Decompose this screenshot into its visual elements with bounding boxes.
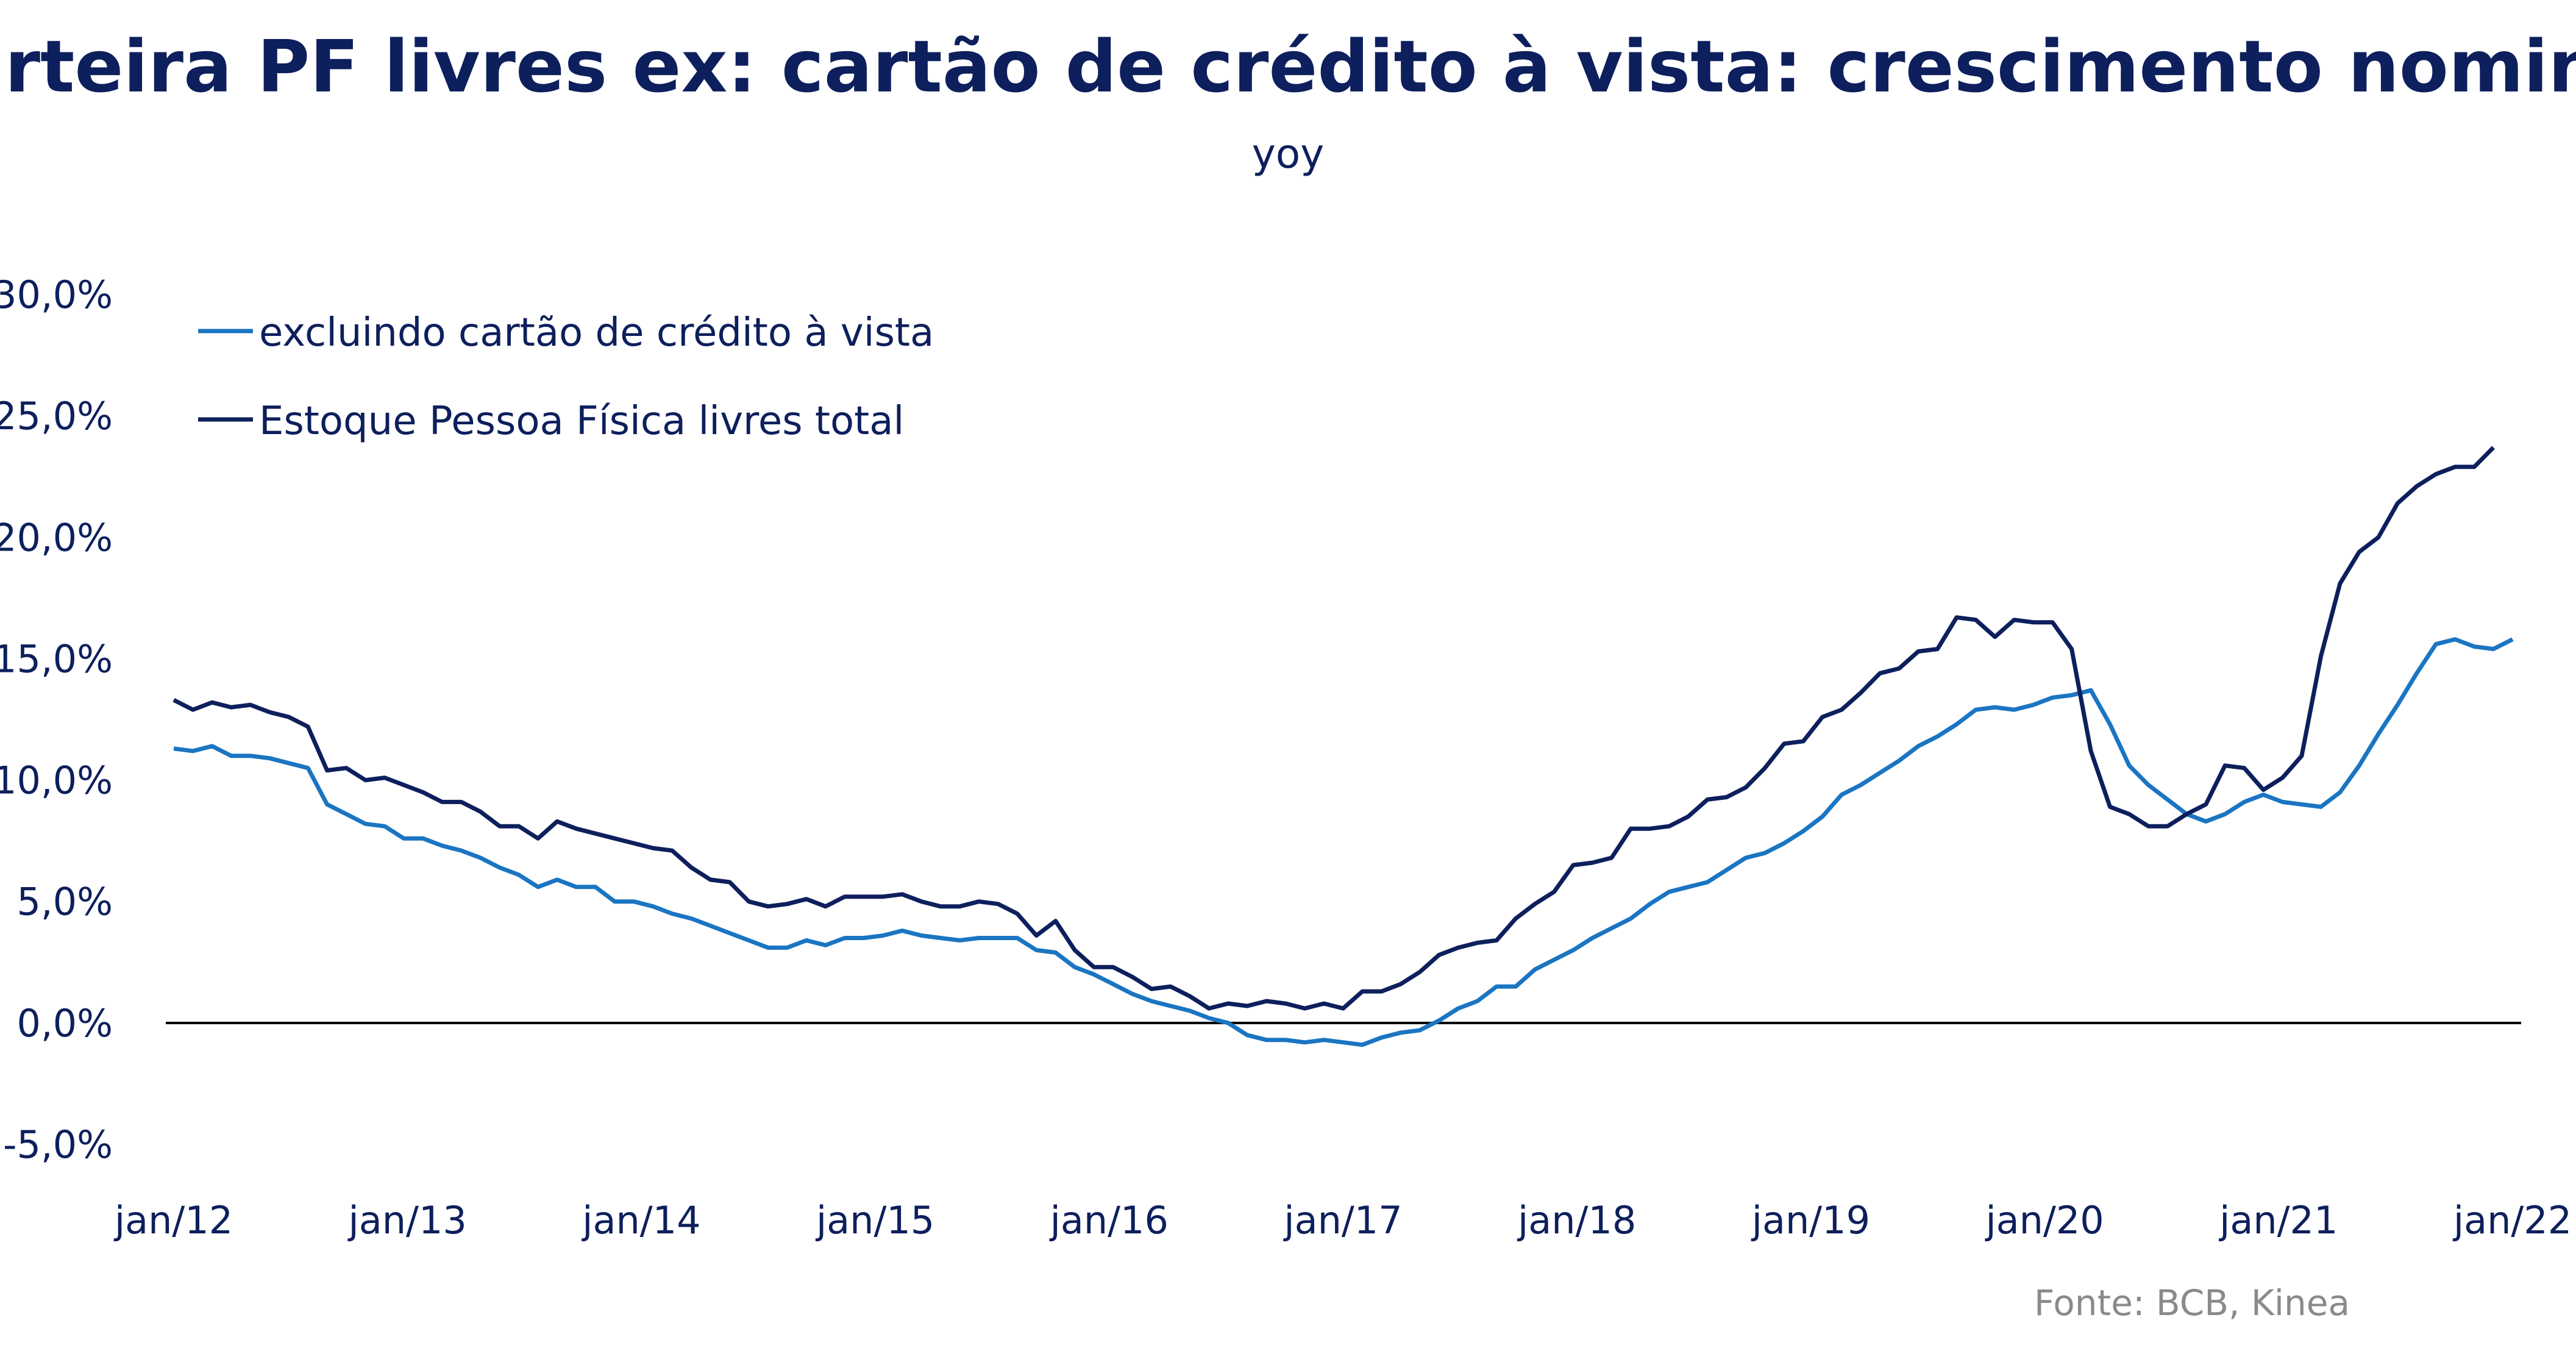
y-tick-label: -5,0% (3, 1122, 113, 1167)
y-tick-label: 20,0% (0, 515, 113, 560)
y-tick-label: 15,0% (0, 637, 113, 681)
x-tick-label: jan/17 (1283, 1198, 1402, 1243)
series-line-estoque (173, 446, 2495, 1011)
y-tick-label: 10,0% (0, 758, 113, 803)
y-tick-label: 30,0% (0, 273, 113, 317)
series-line-excluindo (173, 637, 2514, 1047)
x-tick-label: jan/21 (2218, 1198, 2338, 1243)
y-tick-label: 25,0% (0, 394, 113, 438)
x-tick-label: jan/18 (1517, 1198, 1636, 1243)
x-tick-label: jan/19 (1751, 1198, 1870, 1243)
y-tick-label: 0,0% (16, 1001, 113, 1046)
x-axis-ticks: jan/12 jan/13 jan/14 jan/15 jan/16 jan/17 jan/… (113, 1198, 2572, 1243)
x-tick-label: jan/20 (1984, 1198, 2104, 1243)
series-lines (173, 446, 2514, 1047)
x-tick-label: jan/16 (1049, 1198, 1169, 1243)
y-axis-ticks: 30,0% 25,0% 20,0% 15,0% 10,0% 5,0% 0,0% -5,0% (0, 273, 113, 1167)
legend: excluindo cartão de crédito à vista Esto… (198, 310, 934, 444)
source-note: Fonte: BCB, Kinea (2034, 1282, 2350, 1324)
x-tick-label: jan/15 (815, 1198, 934, 1243)
x-tick-label: jan/14 (581, 1198, 700, 1243)
x-tick-label: jan/13 (347, 1198, 467, 1243)
chart-title: Carteira PF livres ex: cartão de crédito… (0, 24, 2576, 109)
y-tick-label: 5,0% (16, 880, 113, 924)
legend-label-excluindo: excluindo cartão de crédito à vista (259, 310, 934, 355)
x-tick-label: jan/12 (113, 1198, 233, 1243)
x-tick-label: jan/22 (2452, 1198, 2572, 1243)
chart-subtitle: yoy (1252, 130, 1325, 177)
legend-label-estoque: Estoque Pessoa Física livres total (259, 399, 904, 444)
